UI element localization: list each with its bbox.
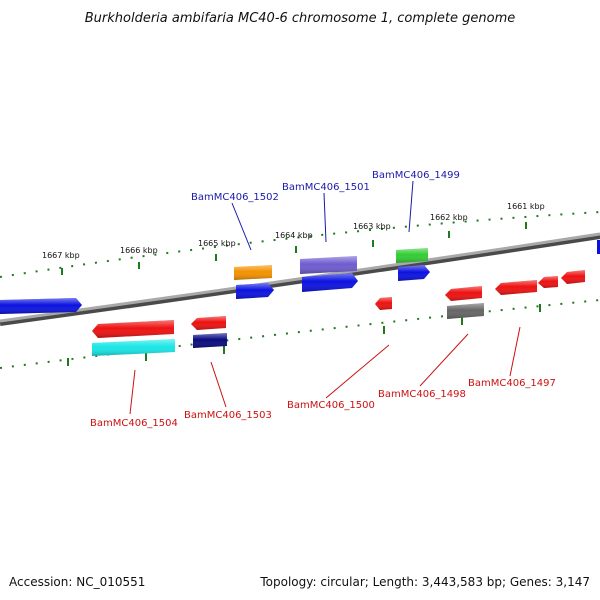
gene-1503-navy (193, 333, 227, 348)
scale-label-1663: 1663 kbp (353, 222, 391, 231)
accession-label: Accession: NC_010551 (9, 575, 145, 589)
gene-label-1503: BamMC406_1503 (184, 410, 272, 421)
gene-1497-red-c (561, 270, 585, 284)
gene-1501-violet (300, 256, 357, 274)
reverse-genes (92, 270, 585, 356)
gene-1497-red-a (495, 280, 537, 295)
gene-label-1499: BamMC406_1499 (372, 170, 460, 181)
top-gene-labels: BamMC406_1502 BamMC406_1501 BamMC406_149… (191, 170, 460, 203)
lower-major-ticks (67, 304, 541, 366)
gene-1498-gray (447, 303, 484, 319)
chart-title: Burkholderia ambifaria MC40-6 chromosome… (85, 11, 515, 26)
gene-1499-green (396, 248, 428, 263)
gene-label-1501: BamMC406_1501 (282, 182, 370, 193)
callout-1502 (231, 202, 252, 251)
gene-1504-cyan (92, 339, 175, 356)
chromosome-backbone (0, 232, 600, 326)
scale-label-1665: 1665 kbp (198, 239, 236, 248)
callout-1501 (323, 192, 327, 243)
gene-edge-blue (597, 240, 600, 254)
gene-1502-orange (234, 265, 272, 280)
gene-label-1502: BamMC406_1502 (191, 192, 279, 203)
gene-1503-red (191, 316, 226, 330)
callout-1504 (129, 369, 136, 415)
scale-label-1662: 1662 kbp (430, 213, 468, 222)
upper-scale-track (0, 211, 600, 278)
gene-blue-1501-pair (302, 273, 358, 292)
backbone-line (0, 232, 600, 323)
gene-label-1504: BamMC406_1504 (90, 418, 178, 429)
gene-1500-red (375, 297, 392, 310)
lower-scale-track (0, 299, 600, 369)
scale-label-1667: 1667 kbp (42, 251, 80, 260)
gene-blue-1502-pair (236, 283, 274, 299)
forward-genes (0, 240, 600, 314)
scale-label-1661: 1661 kbp (507, 202, 545, 211)
gene-1498-red (445, 286, 482, 301)
scale-label-1664: 1664 kbp (275, 231, 313, 240)
gene-label-1498: BamMC406_1498 (378, 389, 466, 400)
gene-1504-red (92, 320, 174, 338)
callout-1503 (210, 361, 227, 408)
backbone-shadow (0, 233, 600, 326)
callout-1497 (509, 326, 521, 377)
top-callouts (231, 180, 414, 251)
lower-track-dots (0, 299, 600, 369)
topology-label: Topology: circular; Length: 3,443,583 bp… (259, 575, 590, 589)
gene-1497-red-b (538, 276, 558, 288)
scale-label-1666: 1666 kbp (120, 246, 158, 255)
callout-1500 (325, 344, 390, 399)
gene-label-1500: BamMC406_1500 (287, 400, 375, 411)
bottom-gene-labels: BamMC406_1504 BamMC406_1503 BamMC406_150… (90, 378, 556, 429)
upper-track-dots (0, 211, 600, 278)
upper-major-ticks (61, 222, 527, 275)
gene-arrow-large-blue (0, 298, 82, 314)
callout-1498 (419, 333, 469, 387)
bottom-callouts (129, 326, 521, 415)
callout-1499 (408, 180, 414, 233)
scale-labels: 1667 kbp 1666 kbp 1665 kbp 1664 kbp 1663… (42, 202, 545, 260)
gene-blue-1499-pair (398, 265, 430, 281)
gene-label-1497: BamMC406_1497 (468, 378, 556, 389)
